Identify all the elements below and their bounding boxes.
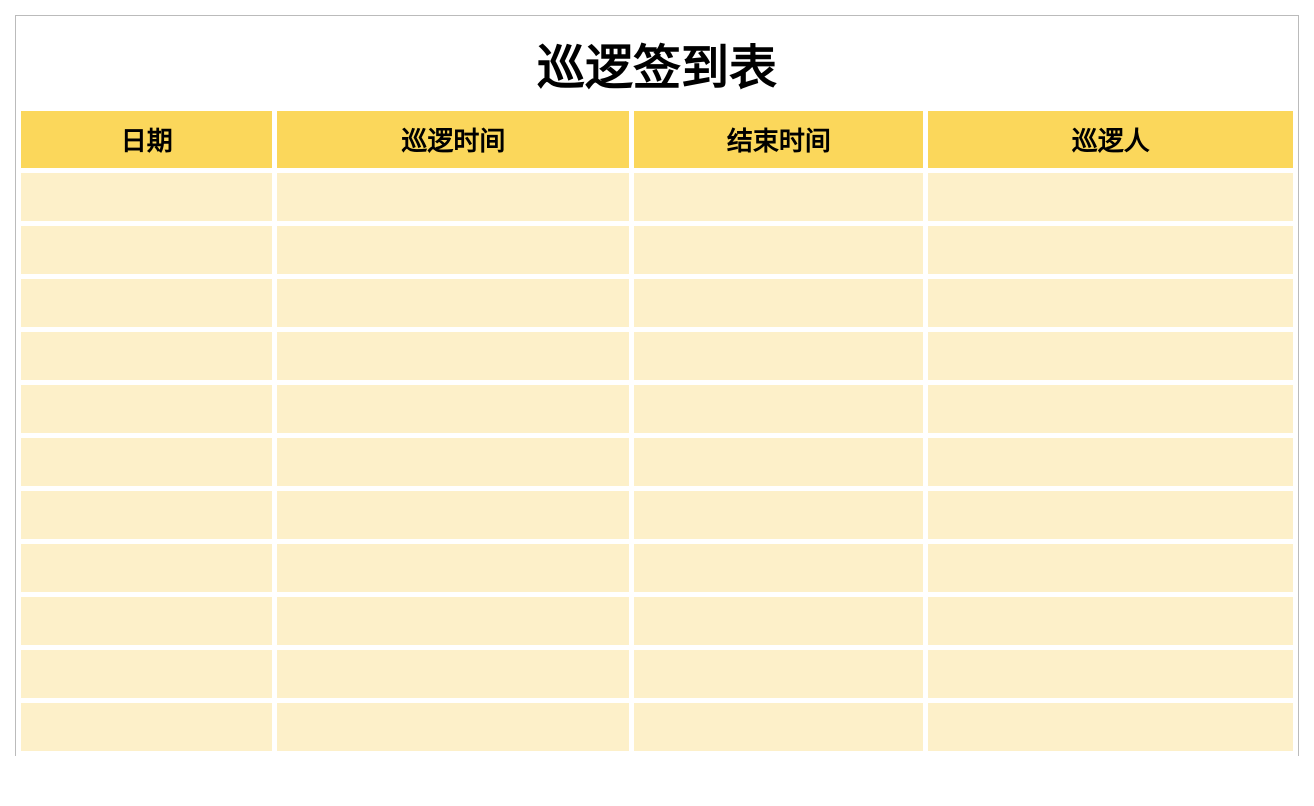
cell-end-time: [634, 226, 923, 274]
table-row: [21, 491, 1293, 539]
cell-end-time: [634, 438, 923, 486]
cell-date: [21, 703, 272, 751]
cell-patrol-time: [277, 226, 629, 274]
cell-person: [928, 385, 1293, 433]
cell-end-time: [634, 173, 923, 221]
cell-person: [928, 544, 1293, 592]
table-row: [21, 385, 1293, 433]
cell-person: [928, 438, 1293, 486]
table-body: 日期 巡逻时间 结束时间 巡逻人: [21, 111, 1293, 751]
cell-person: [928, 597, 1293, 645]
table-header-row: 日期 巡逻时间 结束时间 巡逻人: [21, 111, 1293, 168]
cell-patrol-time: [277, 385, 629, 433]
cell-end-time: [634, 332, 923, 380]
cell-end-time: [634, 703, 923, 751]
cell-end-time: [634, 544, 923, 592]
cell-end-time: [634, 279, 923, 327]
cell-patrol-time: [277, 173, 629, 221]
header-end-time: 结束时间: [634, 111, 923, 168]
cell-end-time: [634, 491, 923, 539]
cell-date: [21, 650, 272, 698]
cell-person: [928, 491, 1293, 539]
cell-end-time: [634, 385, 923, 433]
table-row: [21, 279, 1293, 327]
table-row: [21, 332, 1293, 380]
header-person: 巡逻人: [928, 111, 1293, 168]
cell-date: [21, 544, 272, 592]
cell-patrol-time: [277, 597, 629, 645]
patrol-table: 日期 巡逻时间 结束时间 巡逻人: [16, 106, 1298, 756]
cell-patrol-time: [277, 332, 629, 380]
cell-end-time: [634, 650, 923, 698]
cell-patrol-time: [277, 438, 629, 486]
cell-end-time: [634, 597, 923, 645]
cell-date: [21, 226, 272, 274]
header-patrol-time: 巡逻时间: [277, 111, 629, 168]
table-row: [21, 597, 1293, 645]
cell-date: [21, 173, 272, 221]
cell-person: [928, 226, 1293, 274]
cell-patrol-time: [277, 650, 629, 698]
cell-date: [21, 438, 272, 486]
cell-date: [21, 279, 272, 327]
cell-person: [928, 332, 1293, 380]
cell-person: [928, 703, 1293, 751]
table-row: [21, 226, 1293, 274]
header-date: 日期: [21, 111, 272, 168]
table-row: [21, 544, 1293, 592]
table-row: [21, 173, 1293, 221]
page-title: 巡逻签到表: [16, 16, 1298, 106]
cell-person: [928, 650, 1293, 698]
cell-date: [21, 385, 272, 433]
cell-date: [21, 597, 272, 645]
cell-date: [21, 332, 272, 380]
cell-patrol-time: [277, 544, 629, 592]
table-row: [21, 650, 1293, 698]
patrol-sign-in-sheet: 巡逻签到表 日期 巡逻时间 结束时间 巡逻人: [15, 15, 1299, 756]
cell-patrol-time: [277, 279, 629, 327]
table-row: [21, 703, 1293, 751]
cell-date: [21, 491, 272, 539]
table-row: [21, 438, 1293, 486]
cell-patrol-time: [277, 491, 629, 539]
cell-patrol-time: [277, 703, 629, 751]
cell-person: [928, 279, 1293, 327]
cell-person: [928, 173, 1293, 221]
